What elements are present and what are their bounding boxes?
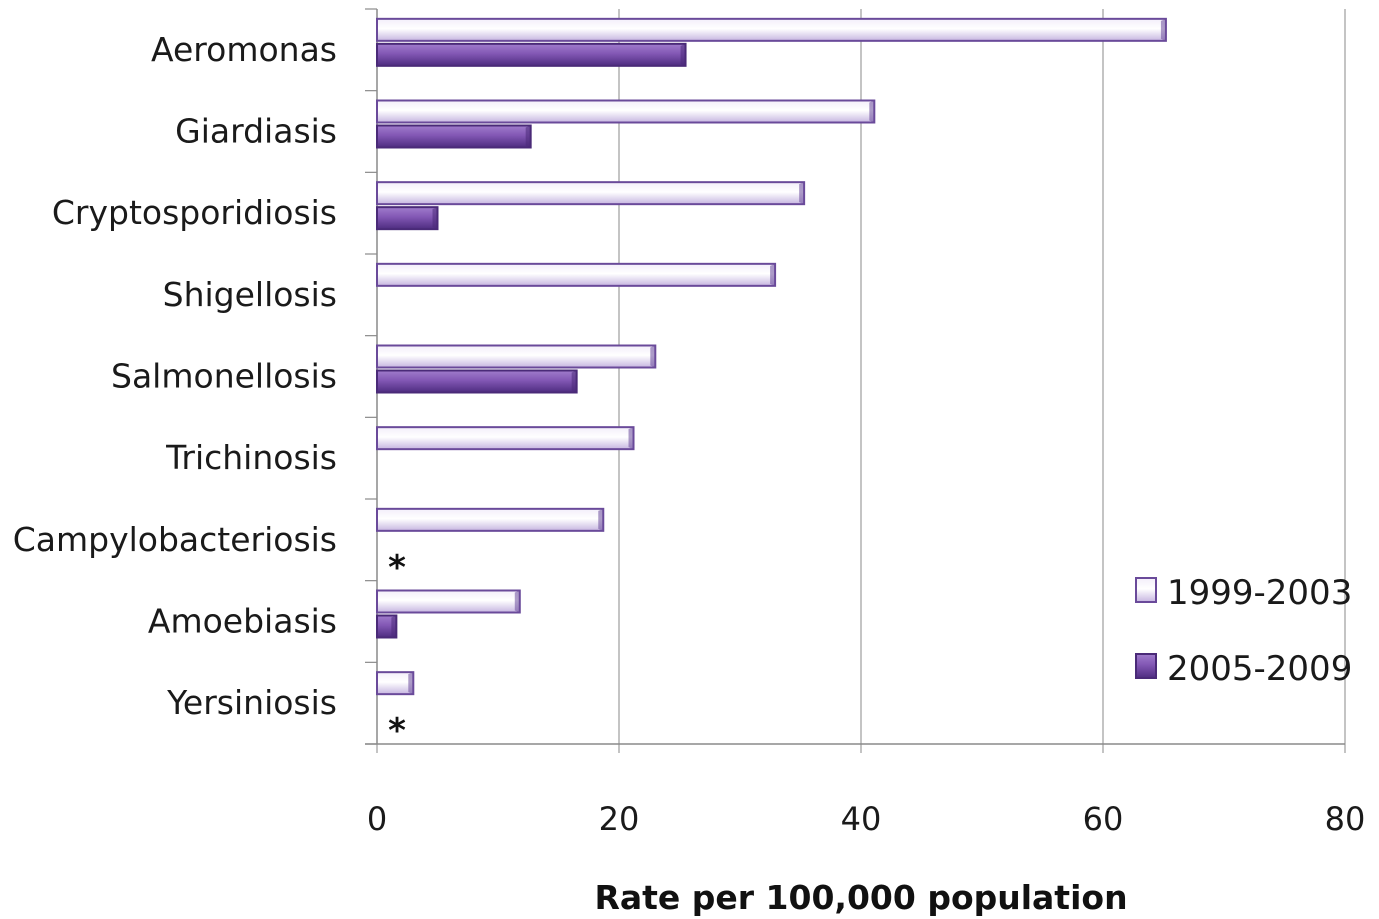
bar [376, 671, 415, 696]
annotation-asterisk: * [388, 548, 406, 588]
legend-label: 2005-2009 [1167, 649, 1352, 689]
bar [376, 99, 876, 124]
x-tick-label: 0 [367, 800, 387, 838]
x-tick-label: 20 [599, 800, 640, 838]
bar [376, 206, 439, 231]
category-label: Yersiniosis [166, 683, 337, 722]
category-label: Aeromonas [151, 30, 337, 69]
bar-end-cap [571, 370, 577, 393]
legend-swatch [1135, 653, 1157, 679]
bar [376, 369, 578, 394]
category-label: Cryptosporidiosis [52, 193, 337, 232]
x-tick-labels: 0 20 40 60 80 [367, 800, 1366, 838]
annotation-asterisk: * [388, 711, 406, 751]
bars [376, 17, 1167, 696]
category-label: Trichinosis [165, 438, 337, 477]
bar [376, 181, 806, 206]
x-tick-label: 60 [1083, 800, 1124, 838]
bar-end-cap [391, 615, 397, 638]
bar [376, 42, 687, 67]
category-label: Giardiasis [175, 112, 337, 151]
bar-end-cap [650, 345, 656, 368]
bar-end-cap [408, 672, 414, 695]
category-label: Shigellosis [163, 275, 337, 314]
legend-swatch [1135, 577, 1157, 603]
bar-end-cap [598, 508, 604, 531]
bar-end-cap [514, 590, 520, 613]
x-tick-label: 80 [1325, 800, 1366, 838]
bar [376, 262, 777, 287]
x-axis-title: Rate per 100,000 population [594, 878, 1127, 917]
bar-end-cap [680, 43, 686, 66]
bar [376, 344, 657, 369]
x-tick-label: 40 [841, 800, 882, 838]
category-labels: Aeromonas Giardiasis Cryptosporidiosis Shig… [13, 30, 337, 722]
bar [376, 589, 521, 614]
gridlines [618, 9, 1346, 744]
bar [376, 507, 605, 532]
bar-end-cap [1160, 18, 1166, 41]
bar-end-cap [770, 263, 776, 286]
category-label: Salmonellosis [111, 357, 337, 396]
bar [376, 426, 635, 451]
bar [376, 124, 532, 149]
category-label: Amoebiasis [148, 602, 337, 641]
category-label: Campylobacteriosis [13, 520, 337, 559]
bar-end-cap [432, 207, 438, 230]
legend: 1999-2003 2005-2009 [1135, 573, 1352, 689]
legend-label: 1999-2003 [1167, 573, 1352, 613]
bar-end-cap [799, 182, 805, 205]
bar-end-cap [628, 427, 634, 450]
bar-end-cap [869, 100, 875, 123]
annotations: ** [388, 548, 406, 751]
bar [376, 17, 1167, 42]
bar-end-cap [525, 125, 531, 148]
